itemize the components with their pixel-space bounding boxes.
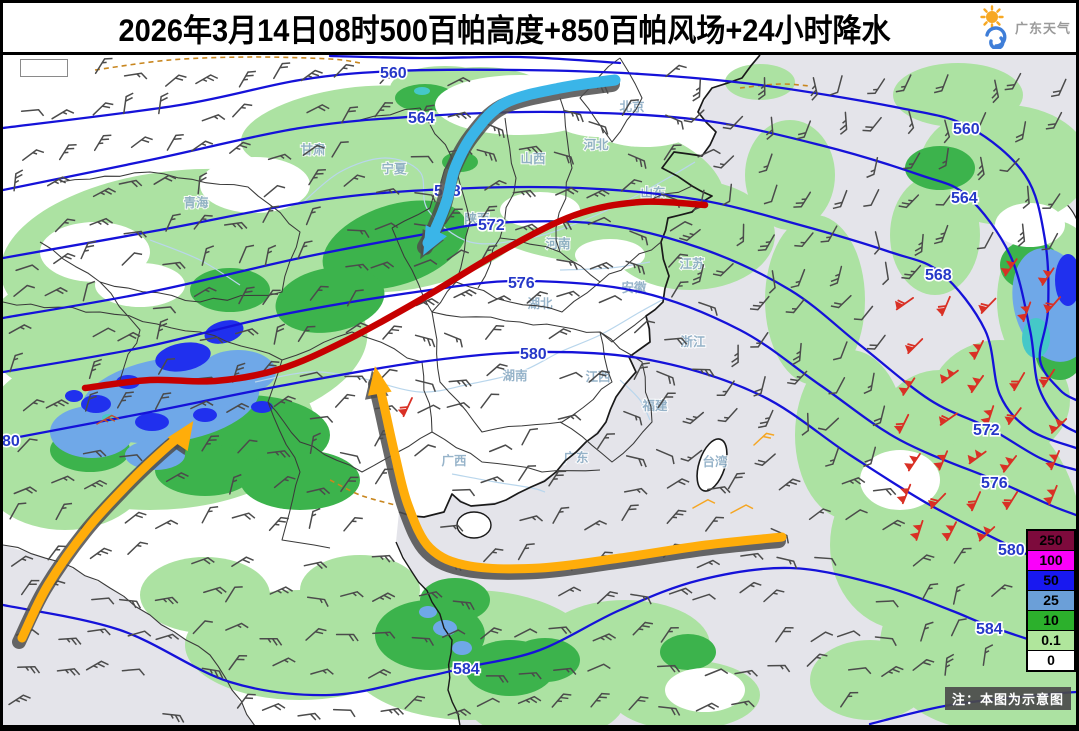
contour-label: 584 <box>976 621 1003 638</box>
height-contours-layer <box>3 55 1076 725</box>
map-inset-box <box>20 59 68 77</box>
contour-label: 568 <box>925 267 952 284</box>
province-label: 广东 <box>563 450 589 465</box>
chart-title: 2026年3月14日08时500百帕高度+850百帕风场+24小时降水 <box>118 13 891 49</box>
contour-label: 564 <box>951 190 978 207</box>
precipitation-legend: 250 100 50 25 10 0.1 0 <box>1026 529 1076 672</box>
warm-shear-line <box>81 198 709 392</box>
legend-value: 10 <box>1043 612 1059 628</box>
contour-label: 560 <box>953 121 980 138</box>
province-label: 北京 <box>619 99 645 114</box>
province-label: 青海 <box>183 195 209 210</box>
legend-value: 0 <box>1047 652 1055 668</box>
brand-name: 广东天气 <box>1014 20 1071 36</box>
legend-cell-25: 25 <box>1028 591 1074 611</box>
typhoon-swirl-icon <box>985 26 1007 49</box>
province-label: 广西 <box>441 453 466 468</box>
legend-cell-10: 10 <box>1028 611 1074 631</box>
annotation-arrows-layer <box>12 74 787 649</box>
legend-cell-0: 0 <box>1028 651 1074 670</box>
moisture-arrow-southwest <box>17 427 191 643</box>
country-dashed-borders <box>94 56 811 506</box>
sun-icon <box>980 5 1004 29</box>
legend-cell-250: 250 <box>1028 531 1074 551</box>
contour-label: 572 <box>973 422 1000 439</box>
brand-logo: 广东天气 <box>975 5 1071 49</box>
schematic-note: 注：本图为示意图 <box>944 687 1071 710</box>
province-label: 台湾 <box>702 454 728 469</box>
province-label: 河南 <box>545 236 571 251</box>
cold-air-arrow <box>422 74 621 249</box>
contour-label: 572 <box>478 217 505 234</box>
contour-label: 580 <box>520 346 547 363</box>
contour-label: 560 <box>380 65 407 82</box>
contour-label: 576 <box>508 275 535 292</box>
contour-label: 584 <box>453 661 480 678</box>
sun-typhoon-icon <box>980 5 1007 49</box>
contour-label: 576 <box>981 475 1008 492</box>
province-label: 湖北 <box>527 296 553 311</box>
title-bar: 2026年3月14日08时500百帕高度+850百帕风场+24小时降水 <box>3 3 1076 55</box>
legend-value: 0.1 <box>1041 632 1061 648</box>
province-label: 宁夏 <box>381 161 407 176</box>
contour-labels-layer: 5605645685725765805845605645685725765805… <box>3 63 1026 679</box>
legend-value: 250 <box>1039 532 1063 548</box>
legend-value: 25 <box>1043 592 1059 608</box>
legend-value: 100 <box>1039 552 1063 568</box>
legend-cell-100: 100 <box>1028 551 1074 571</box>
province-label: 河北 <box>583 137 609 152</box>
legend-cell-50: 50 <box>1028 571 1074 591</box>
province-label: 湖南 <box>502 368 528 383</box>
legend-value: 50 <box>1043 572 1059 588</box>
province-label: 山西 <box>520 151 545 166</box>
province-label: 江苏 <box>679 256 705 271</box>
province-label: 浙江 <box>680 334 706 349</box>
legend-cell-0.1: 0.1 <box>1028 631 1074 651</box>
contour-label: 80 <box>3 433 20 450</box>
contour-label: 580 <box>998 542 1025 559</box>
contour-label: 564 <box>408 110 435 127</box>
moisture-arrow-south <box>373 375 787 574</box>
